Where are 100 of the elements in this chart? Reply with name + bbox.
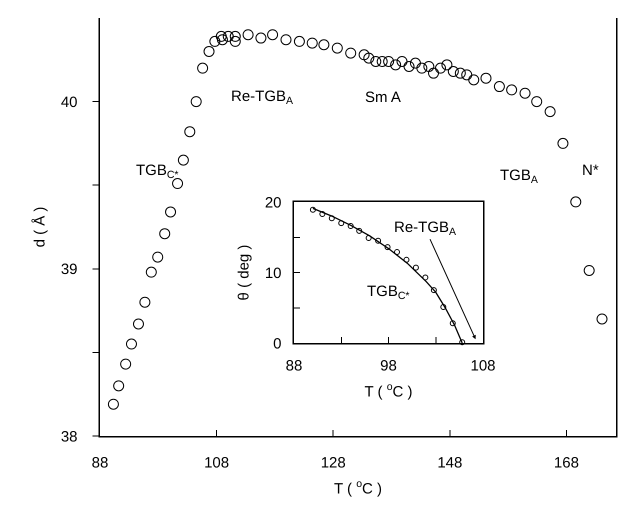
point <box>267 29 278 40</box>
point <box>139 296 150 308</box>
point <box>506 84 518 96</box>
point <box>255 32 266 44</box>
y-tick-label: 10 <box>264 264 282 282</box>
x-axis-title: T ( $^{o}$C ) <box>334 478 382 498</box>
point <box>480 72 492 84</box>
point <box>596 313 608 324</box>
x-tick-label: 108 <box>204 454 230 472</box>
point <box>358 49 370 60</box>
point <box>363 52 374 64</box>
point <box>531 96 542 108</box>
x-tick-label: 88 <box>286 358 302 374</box>
point <box>356 228 362 234</box>
y-tick-label: 40 <box>60 94 78 111</box>
point <box>108 398 119 410</box>
point <box>520 88 531 99</box>
point <box>345 48 356 59</box>
point <box>584 264 595 276</box>
point <box>159 228 170 240</box>
point <box>146 266 157 278</box>
point <box>216 34 228 46</box>
point <box>454 68 466 79</box>
annotation: Sm A <box>365 89 401 106</box>
point <box>209 36 220 47</box>
point <box>294 36 305 47</box>
x-tick-label: 128 <box>320 454 346 472</box>
point <box>230 36 241 47</box>
point <box>410 58 421 69</box>
point <box>132 318 144 330</box>
point <box>370 56 382 67</box>
point <box>440 304 446 310</box>
point <box>384 244 391 250</box>
point <box>450 320 456 326</box>
point <box>165 206 176 218</box>
point <box>376 56 388 67</box>
annotation: TGB$_{C*}$ <box>367 283 410 302</box>
point <box>403 256 410 263</box>
point <box>390 59 402 70</box>
point <box>126 338 137 350</box>
point <box>197 62 208 74</box>
point <box>204 46 215 57</box>
point <box>184 126 196 138</box>
x-tick-label: 148 <box>437 454 462 472</box>
point <box>423 60 434 72</box>
point <box>570 196 582 208</box>
point <box>318 39 330 50</box>
point <box>404 60 415 72</box>
point <box>557 138 568 149</box>
point <box>222 30 234 42</box>
point <box>310 206 316 213</box>
point <box>412 264 419 271</box>
point <box>120 358 132 370</box>
x-axis-title: T ( $^{o}$C ) <box>364 380 413 400</box>
x-tick-label: 108 <box>470 358 496 374</box>
point <box>494 81 505 92</box>
x-tick-label: 88 <box>92 454 108 472</box>
point <box>216 30 227 42</box>
point <box>461 69 472 80</box>
point <box>338 220 344 226</box>
point <box>242 29 254 40</box>
x-tick-label: 98 <box>380 358 397 374</box>
point <box>366 234 372 241</box>
point <box>430 287 437 294</box>
annotation: Re-TGB$_{A}$ <box>394 219 456 238</box>
y-tick-label: 38 <box>60 428 78 446</box>
point <box>332 42 343 54</box>
annotation: N* <box>582 162 599 179</box>
point <box>190 96 202 108</box>
point <box>468 74 480 86</box>
point <box>348 222 354 229</box>
point <box>152 252 164 263</box>
y-axis-title: d ( Å ) <box>30 206 48 248</box>
point <box>328 215 335 222</box>
point <box>113 380 124 392</box>
point <box>280 34 292 46</box>
y-tick-label: 20 <box>264 194 282 212</box>
point <box>396 56 408 67</box>
y-tick-label: 0 <box>273 335 282 352</box>
point <box>375 238 382 244</box>
point <box>422 274 428 280</box>
x-tick-label: 168 <box>554 454 579 472</box>
point <box>416 62 428 74</box>
annotation: Re-TGB$_{A}$ <box>231 88 294 108</box>
point <box>394 249 400 256</box>
point <box>428 68 440 79</box>
point <box>544 106 556 118</box>
point <box>435 62 446 74</box>
y-tick-label: 39 <box>60 261 78 278</box>
point <box>230 30 241 42</box>
y-axis-title: θ ( deg ) <box>235 244 252 300</box>
annotation: TGB$_{A}$ <box>500 167 538 186</box>
annotation: TGB$_{C*}$ <box>136 162 179 182</box>
point <box>319 210 326 217</box>
point <box>441 59 452 70</box>
point <box>383 56 394 67</box>
point <box>459 339 466 346</box>
point <box>172 178 184 190</box>
point <box>448 66 459 77</box>
point <box>306 38 318 49</box>
